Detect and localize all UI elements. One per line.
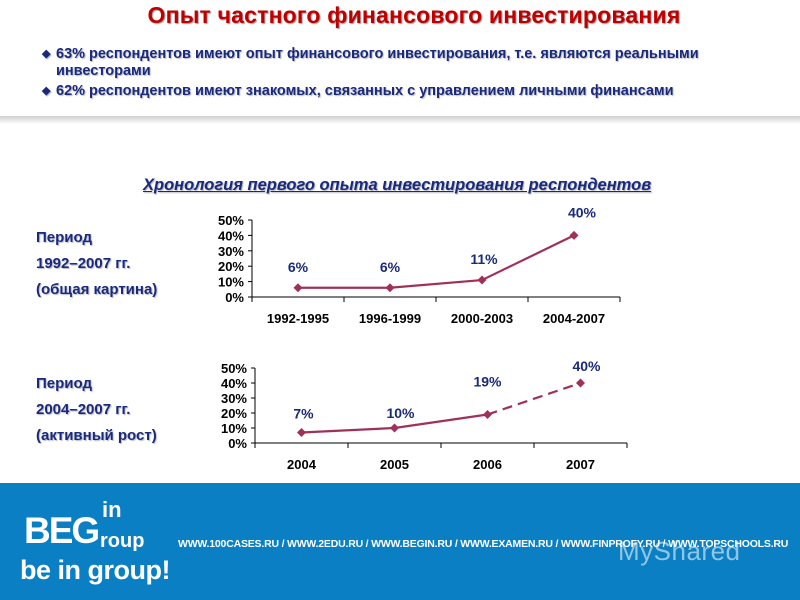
y-tick-label: 40% <box>221 376 247 391</box>
line-charts: 0%10%20%30%40%50%1992-1995 1996-1999 2000-… <box>218 204 628 472</box>
data-point-marker <box>297 428 306 437</box>
data-label: 6% <box>380 259 401 275</box>
y-tick-label: 50% <box>221 361 247 376</box>
series-line-segment <box>394 413 488 430</box>
logo-in: in <box>102 497 122 522</box>
diamond-bullet-icon: ◆ <box>42 85 51 97</box>
bullet-text: 63% респондентов имеют опыт финансового … <box>56 46 699 79</box>
slide-title: Опыт частного финансового инвестирования <box>147 2 681 28</box>
bullet-list: ◆ 63% респондентов имеют опыт финансовог… <box>42 46 787 100</box>
bullet-item: ◆ 62% респондентов имеют знакомых, связа… <box>42 83 787 100</box>
diamond-bullet-icon: ◆ <box>42 48 51 60</box>
y-tick-label: 20% <box>218 259 244 274</box>
data-label: 11% <box>470 251 498 267</box>
bullet-item: ◆ 63% респондентов имеют опыт финансовог… <box>42 46 787 80</box>
data-point-marker <box>483 410 492 419</box>
series-line-segment <box>389 278 483 289</box>
y-tick-label: 10% <box>218 275 244 290</box>
logo-begin: BEG <box>24 510 100 551</box>
data-label: 19% <box>473 374 502 390</box>
logo-group: roup <box>100 530 145 552</box>
data-point-marker <box>477 275 487 285</box>
y-tick-label: 0% <box>225 290 244 305</box>
period-label-line: 1992–2007 гг. <box>36 255 131 272</box>
period-label-line: Период <box>36 375 92 392</box>
logo-tagline: be in group! <box>20 555 170 585</box>
chart-section-title: Хронология первого опыта инвестирования … <box>143 176 652 194</box>
watermark: MyShared <box>618 536 741 566</box>
period-label-line: 2004–2007 гг. <box>36 401 131 418</box>
period-label-2: Период 2004–2007 гг. (активный рост) <box>36 371 157 449</box>
x-tick-label: 2005 <box>380 457 409 472</box>
data-point-marker <box>390 423 399 433</box>
data-label: 10% <box>386 405 415 421</box>
x-tick-label: 2006 <box>473 457 502 472</box>
y-tick-label: 0% <box>228 436 247 451</box>
footer-banner <box>0 483 800 600</box>
data-label: 7% <box>293 406 314 422</box>
period-label-line: Период <box>36 229 92 246</box>
period-label-line: (общая картина) <box>36 281 158 298</box>
y-tick-label: 20% <box>221 406 247 421</box>
period-label-1: Период 1992–2007 гг. (общая картина) <box>36 225 157 303</box>
x-tick-label: 2004 <box>287 457 317 472</box>
x-tick-label: 2004-2007 <box>543 311 605 326</box>
data-point-marker <box>293 283 303 293</box>
data-point-marker <box>576 378 585 388</box>
series-line-segment <box>481 234 575 282</box>
data-label: 40% <box>568 204 597 220</box>
x-tick-label: 2000-2003 <box>451 311 513 326</box>
bullet-text: 62% респондентов имеют знакомых, связанн… <box>56 83 674 99</box>
y-tick-label: 30% <box>218 244 244 259</box>
x-tick-label: 2007 <box>566 457 595 472</box>
y-tick-label: 40% <box>218 228 244 243</box>
footer-site-links: WWW.100CASES.RU / WWW.2EDU.RU / WWW.BEGI… <box>178 538 789 550</box>
x-tick-label: 1992-1995 <box>267 311 329 326</box>
series-line-segment <box>487 381 581 416</box>
series-line-segment <box>301 426 395 434</box>
data-label: 40% <box>572 358 601 374</box>
y-tick-label: 10% <box>221 421 247 436</box>
data-point-marker <box>569 230 579 240</box>
data-label: 6% <box>288 259 309 275</box>
period-label-line: (активный рост) <box>36 427 157 444</box>
y-tick-label: 50% <box>218 213 244 228</box>
data-point-marker <box>385 283 395 293</box>
y-tick-label: 30% <box>221 391 247 406</box>
x-tick-label: 1996-1999 <box>359 311 421 326</box>
header-separator <box>0 116 800 124</box>
